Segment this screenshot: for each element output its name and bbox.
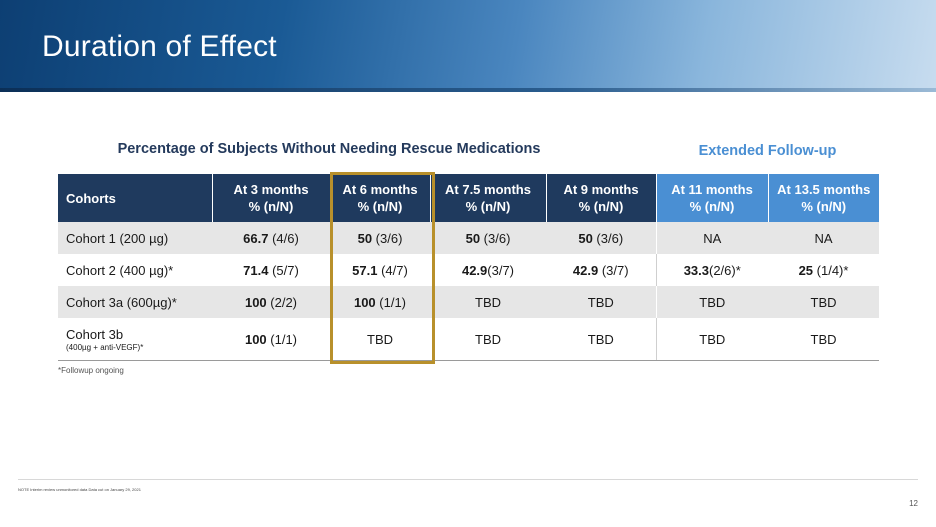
table-cell: 50 (3/6) bbox=[430, 222, 546, 254]
table-cell: 33.3(2/6)* bbox=[655, 254, 768, 286]
cohort-sublabel: (400µg + anti-VEGF)* bbox=[66, 342, 144, 352]
results-table: Cohorts At 3 months% (n/N) At 6 months% … bbox=[58, 174, 879, 361]
table-cell: TBD bbox=[330, 318, 430, 361]
table-cell: TBD bbox=[430, 286, 546, 318]
footer-divider bbox=[18, 479, 918, 480]
table-cell: TBD bbox=[655, 318, 768, 361]
table-cell: 100 (1/1) bbox=[212, 318, 330, 361]
table-cell: 57.1 (4/7) bbox=[330, 254, 430, 286]
page-title: Duration of Effect bbox=[42, 30, 277, 63]
table-cell: TBD bbox=[546, 318, 656, 361]
table-row: Cohort 3b (400µg + anti-VEGF)* 100 (1/1) … bbox=[58, 318, 879, 361]
banner-divider bbox=[0, 88, 936, 92]
table-cell: TBD bbox=[768, 286, 879, 318]
table-cell: NA bbox=[655, 222, 768, 254]
data-cut-note: NOTE Interim review unmonitored data Dat… bbox=[18, 487, 141, 492]
column-header-3-months: At 3 months% (n/N) bbox=[211, 174, 330, 222]
table-cell: TBD bbox=[768, 318, 879, 361]
table-cell: 100 (1/1) bbox=[330, 286, 430, 318]
table-cell: 100 (2/2) bbox=[212, 286, 330, 318]
table-cell: 42.9(3/7) bbox=[430, 254, 546, 286]
table-cell: 25 (1/4)* bbox=[768, 254, 879, 286]
cohort-label: Cohort 3b (400µg + anti-VEGF)* bbox=[58, 318, 212, 361]
table-cell: TBD bbox=[655, 286, 768, 318]
main-caption: Percentage of Subjects Without Needing R… bbox=[117, 141, 541, 157]
cohort-label: Cohort 2 (400 µg)* bbox=[58, 254, 212, 286]
table-cell: 42.9 (3/7) bbox=[546, 254, 656, 286]
table-cell: 50 (3/6) bbox=[546, 222, 656, 254]
title-banner bbox=[0, 0, 936, 88]
cohort-label: Cohort 3a (600µg)* bbox=[58, 286, 212, 318]
table-cell: TBD bbox=[430, 318, 546, 361]
column-header-6-months: At 6 months% (n/N) bbox=[329, 174, 430, 222]
footnote: *Followup ongoing bbox=[58, 366, 124, 375]
column-header-cohorts: Cohorts bbox=[58, 174, 212, 222]
column-header-9-months: At 9 months% (n/N) bbox=[545, 174, 656, 222]
extended-caption: Extended Follow-up bbox=[698, 143, 837, 159]
column-header-13-5-months: At 13.5 months% (n/N) bbox=[767, 174, 879, 222]
page-number: 12 bbox=[909, 499, 918, 508]
table-cell: 71.4 (5/7) bbox=[212, 254, 330, 286]
table-cell: 66.7 (4/6) bbox=[212, 222, 330, 254]
column-header-7-5-months: At 7.5 months% (n/N) bbox=[429, 174, 546, 222]
table-cell: 50 (3/6) bbox=[330, 222, 430, 254]
table-row: Cohort 1 (200 µg) 66.7 (4/6) 50 (3/6) 50… bbox=[58, 222, 879, 254]
table-header-row: Cohorts At 3 months% (n/N) At 6 months% … bbox=[58, 174, 879, 222]
table-cell: TBD bbox=[546, 286, 656, 318]
table-cell: NA bbox=[768, 222, 879, 254]
table-row: Cohort 3a (600µg)* 100 (2/2) 100 (1/1) T… bbox=[58, 286, 879, 318]
cohort-label: Cohort 1 (200 µg) bbox=[58, 222, 212, 254]
table-row: Cohort 2 (400 µg)* 71.4 (5/7) 57.1 (4/7)… bbox=[58, 254, 879, 286]
column-header-11-months: At 11 months% (n/N) bbox=[655, 174, 768, 222]
